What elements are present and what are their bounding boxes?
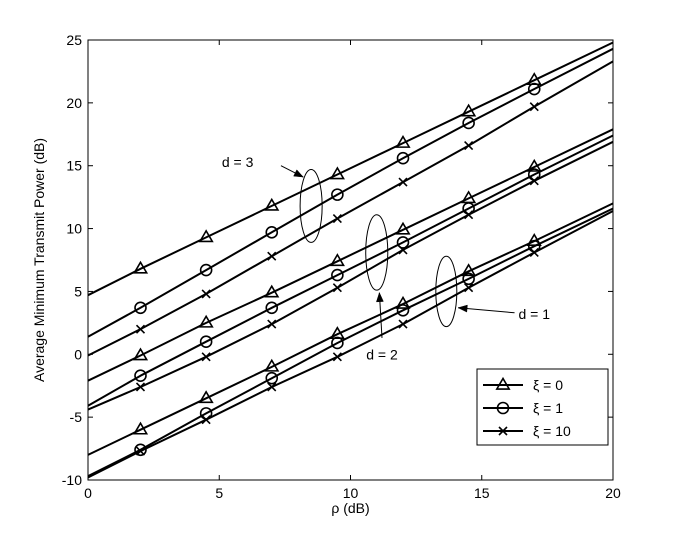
series-6-point (398, 245, 408, 255)
series-3-point (529, 102, 539, 112)
series-line-5 (87, 134, 614, 407)
x-tick-label: 10 (343, 485, 359, 501)
axis-ticks: 0 5 10 15 20 -10 -5 0 5 10 15 20 25 (62, 32, 621, 501)
series-2-point (527, 82, 541, 96)
annotation-d3-ellipse (299, 168, 323, 243)
annotation-d2-arrowhead (376, 291, 384, 303)
series-line-7 (87, 202, 614, 456)
series-9-point (332, 352, 342, 362)
series-6-point (529, 176, 539, 186)
series-2-point (265, 226, 279, 239)
series-4-point (264, 284, 280, 298)
annotation-d1-arrowhead (457, 304, 468, 313)
series-8-point (331, 336, 344, 350)
series-9-point (529, 247, 539, 258)
y-tick-label: 20 (66, 95, 82, 111)
series-3-point (201, 289, 211, 299)
y-tick-label: 15 (66, 158, 82, 174)
series-line-2 (87, 47, 614, 338)
series-2-point (134, 301, 147, 315)
series-7-point (132, 421, 149, 435)
series-9-point (398, 319, 408, 329)
series-2-point (462, 116, 475, 130)
series-5-point (396, 236, 410, 249)
series-5-point (199, 335, 213, 349)
series-3-point (332, 213, 342, 224)
series-1-point (329, 166, 345, 180)
series-3-point (267, 251, 277, 261)
legend-label: ξ = 0 (533, 377, 563, 393)
series-3-point (464, 141, 474, 151)
series-3-point (398, 177, 408, 187)
series-6-point (464, 210, 474, 220)
y-tick-label: 25 (66, 32, 82, 48)
series-7-point (264, 358, 280, 372)
series-4-point (329, 253, 345, 267)
y-axis-label: Average Minimum Transmit Power (dB) (31, 138, 47, 382)
series-9-point (135, 446, 146, 456)
series-4-point (395, 221, 411, 235)
series-5-point (331, 268, 344, 282)
series-6-point (267, 319, 277, 329)
annotation-d2-label: d = 2 (366, 346, 398, 362)
y-tick-label: -5 (70, 409, 83, 425)
annotation-d2-ellipse (365, 214, 389, 291)
legend-marker (495, 376, 511, 390)
series-8-point (462, 272, 475, 286)
series-line-1 (87, 41, 614, 297)
legend-label: ξ = 1 (533, 400, 563, 416)
series-6-point (201, 352, 211, 362)
series-3-point (135, 324, 146, 334)
series-7-point (198, 390, 214, 404)
series-line-4 (87, 128, 614, 382)
series-7-point (461, 263, 477, 277)
legend-marker (498, 426, 508, 436)
annotation-d1-label: d = 1 (519, 306, 551, 322)
series-4-point (198, 314, 214, 328)
series-1-point (198, 229, 214, 243)
series-6-point (332, 283, 342, 293)
series-7-point (395, 295, 411, 309)
series-9-point (201, 415, 211, 425)
series-9-point (464, 283, 474, 293)
series-9-point (267, 382, 277, 392)
series-2-point (396, 151, 410, 165)
legend-marker (496, 401, 510, 415)
plot-markers (132, 72, 542, 457)
series-2-point (331, 188, 344, 201)
series-5-point (134, 369, 147, 382)
series-1-point (395, 135, 411, 148)
x-tick-label: 5 (215, 485, 223, 501)
series-1-point (461, 103, 477, 117)
series-5-point (265, 301, 279, 315)
y-tick-label: 10 (66, 221, 82, 237)
y-tick-label: 0 (74, 346, 82, 362)
y-tick-label: -10 (62, 472, 82, 488)
series-4-point (132, 347, 149, 361)
series-line-8 (87, 207, 614, 478)
legend-label: ξ = 10 (533, 423, 571, 439)
annotation-d3-label: d = 3 (222, 154, 254, 170)
series-6-point (135, 382, 146, 392)
legend: ξ = 0 ξ = 1 ξ = 10 (476, 368, 609, 446)
series-1-point (132, 260, 149, 274)
x-tick-label: 15 (474, 485, 490, 501)
series-2-point (199, 263, 213, 277)
annotation-d1-ellipse (435, 255, 458, 328)
series-4-point (526, 158, 542, 172)
x-axis-label: ρ (dB) (331, 500, 369, 516)
series-7-point (526, 233, 542, 246)
series-8-point (265, 371, 279, 385)
y-tick-label: 5 (74, 283, 82, 299)
series-8-point (396, 303, 410, 317)
x-tick-label: 20 (605, 485, 621, 501)
x-tick-label: 0 (84, 485, 92, 501)
series-1-point (264, 197, 280, 211)
series-8-point (134, 443, 147, 457)
annotation-d1-arrow (458, 307, 515, 314)
annotation-d3-arrowhead (293, 169, 304, 178)
annotations: d = 3 d = 2 d = 1 (222, 154, 550, 362)
